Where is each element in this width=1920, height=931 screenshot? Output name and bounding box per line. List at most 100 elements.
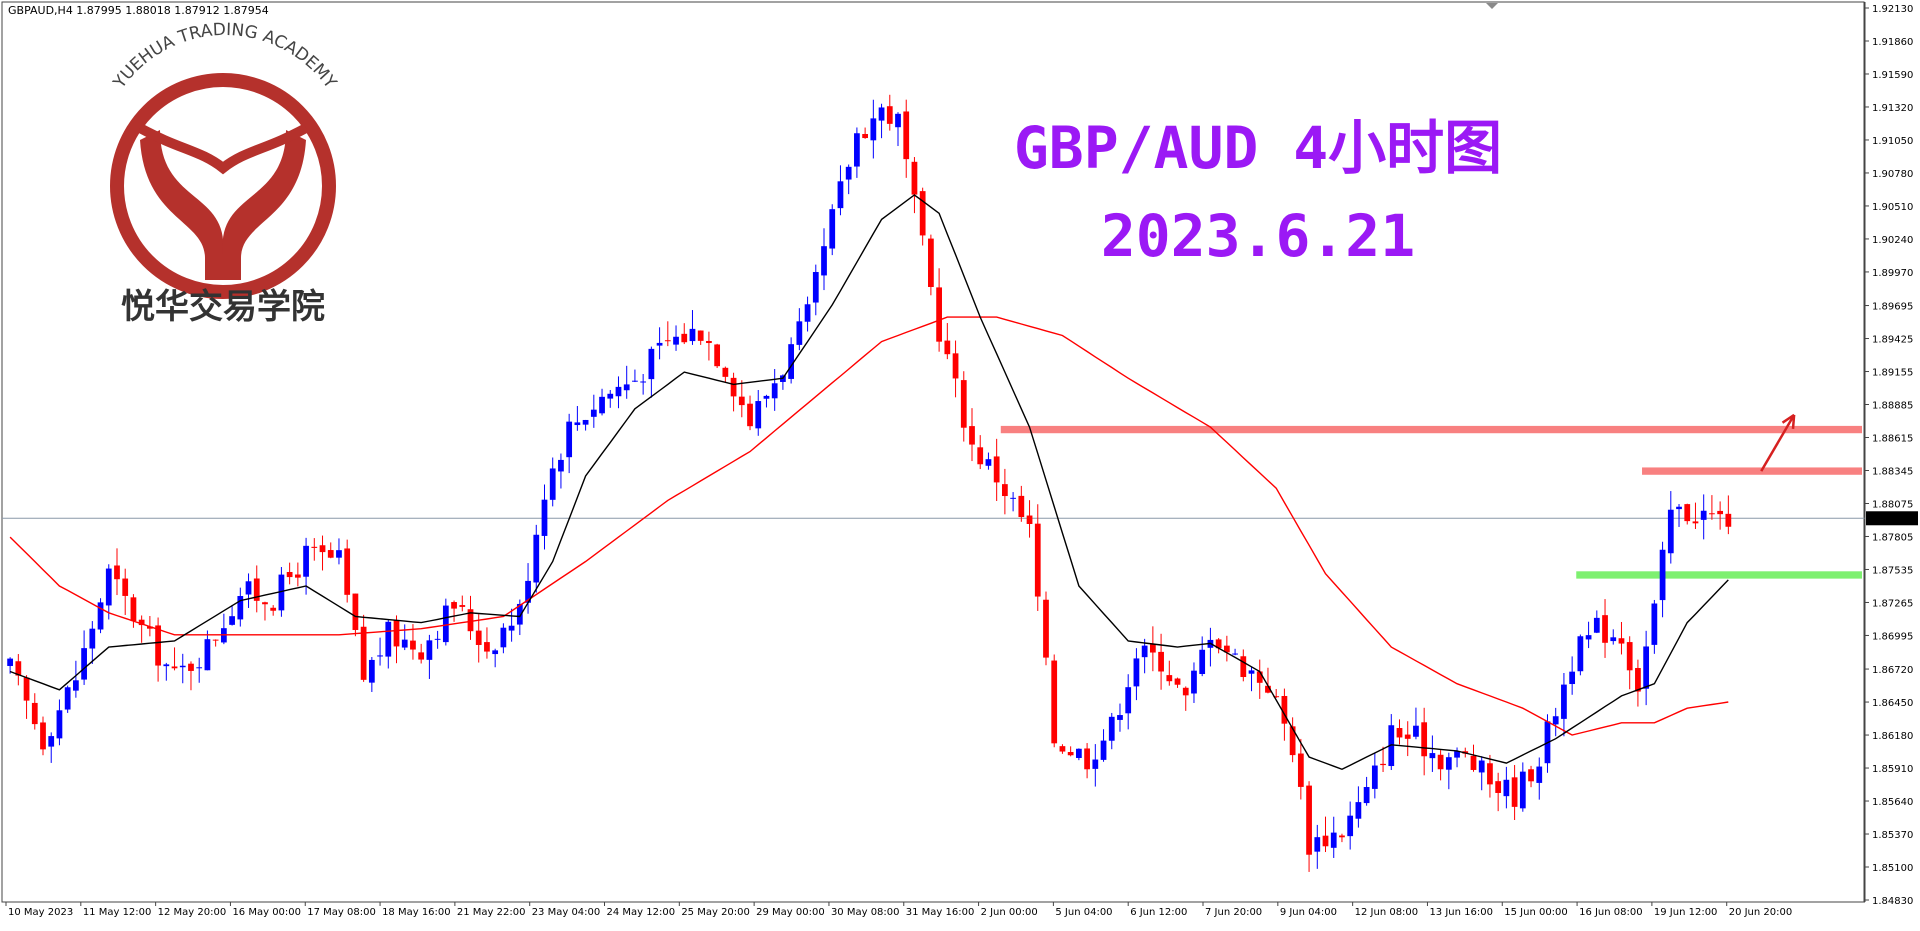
candle-body [253,578,260,601]
bear-candle [171,647,178,671]
candle-body [730,377,737,397]
bull-candle [1585,621,1592,649]
bull-candle [97,598,104,634]
bull-candle [845,164,852,195]
bear-candle [1265,667,1271,694]
bear-candle [1067,746,1074,757]
bear-candle [475,614,482,663]
current-price-label-box [1866,511,1918,526]
candle-body [1528,769,1534,782]
bear-candle [681,323,688,345]
candle-body [336,550,342,558]
candle-body [1388,725,1395,767]
bear-candle [936,268,942,352]
bull-candle [442,598,449,646]
bear-candle [1043,591,1049,666]
bull-candle [623,365,630,399]
price-axis[interactable]: 1.92130 1.91860 1.91590 1.91320 1.91050 1.907… [1864,2,1918,907]
time-tick-label: 31 May 16:00 [906,907,975,918]
bull-candle [492,648,499,668]
bull-candle [1519,762,1526,812]
candle-body [1421,722,1428,757]
candle-body [327,550,334,558]
bear-candle [138,615,145,643]
bear-candle [286,562,293,585]
shift-marker-icon[interactable] [1486,3,1498,9]
price-tick-label: 1.89970 [1872,268,1913,279]
time-tick-label: 12 Jun 08:00 [1355,907,1419,918]
candle-body [854,133,860,167]
candle-body [714,344,721,367]
candle-body [352,593,359,630]
bear-candle [459,595,466,612]
bull-candle [525,563,531,614]
time-tick-label: 25 May 20:00 [681,907,750,918]
bull-candle [1371,752,1378,799]
candle-body [500,627,507,648]
bear-candle [730,372,737,412]
bull-candle [1092,744,1099,787]
bear-candle [1084,743,1090,779]
candle-body [434,638,441,640]
price-tick-label: 1.91050 [1872,136,1913,147]
price-tick-label: 1.89155 [1872,368,1913,379]
bull-candle [401,624,408,651]
candle-body [1002,484,1008,497]
candle-body [7,658,13,666]
bull-candle [377,637,383,666]
price-tick-label: 1.88885 [1872,401,1913,412]
time-axis[interactable]: 10 May 2023 11 May 12:00 12 May 20:00 16 Ma… [2,901,1865,918]
bull-candle [336,538,342,565]
bear-candle [1018,485,1025,522]
moving-averages [9,194,1729,771]
time-tick-label: 19 Jun 12:00 [1654,907,1718,918]
candle-body [829,209,836,249]
candle-body [1306,785,1312,855]
candle-body [1125,687,1132,714]
candle-body [1552,716,1559,725]
candle-body [1330,832,1337,848]
bull-candle [105,564,112,620]
candle-body [1182,687,1189,696]
bear-candle [1495,772,1502,812]
bull-candle [204,630,211,671]
bear-candle [418,643,425,664]
price-tick-label: 1.85100 [1872,863,1913,874]
candle-body [878,107,885,121]
bear-candle [1158,633,1164,690]
bull-candle [788,337,795,384]
bull-candle [1503,766,1510,809]
bear-candle [1059,744,1066,754]
bear-candle [484,627,490,659]
time-tick-label: 10 May 2023 [8,907,73,918]
bear-candle [714,343,721,369]
bull-candle [1010,492,1016,512]
candle-body [599,396,605,414]
bull-candle [1445,752,1452,790]
candle-body [1133,658,1140,687]
candle-body [508,625,515,631]
price-tick-label: 1.86180 [1872,731,1913,742]
bear-candle [114,548,120,596]
candle-body [1667,509,1674,554]
candle-body [1487,763,1493,785]
bull-candle [1125,674,1132,730]
candle-body [1232,653,1238,655]
bull-candle [237,587,244,627]
candle-body [426,640,433,660]
bull-candle [1363,776,1370,806]
bear-candle [410,624,416,660]
bear-candle [1528,765,1534,788]
candle-body [1709,513,1715,515]
candle-body [410,640,416,650]
bear-candle [270,605,277,616]
bear-candle [919,187,926,246]
bear-candle [944,323,951,360]
bear-candle [327,542,334,559]
candle-body [895,113,901,128]
candle-body [549,468,556,500]
price-tick-label: 1.90240 [1872,235,1913,246]
candle-body [15,661,22,676]
